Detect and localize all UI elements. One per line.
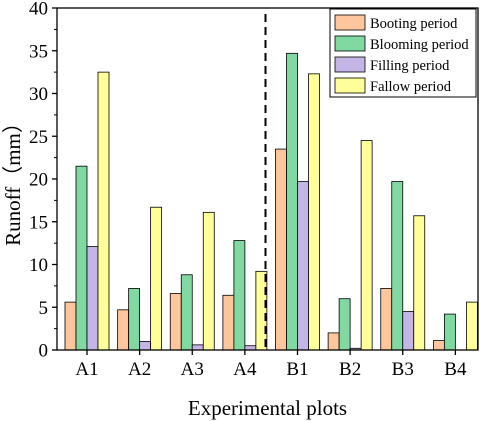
legend-swatch [334,14,366,31]
y-axis: 0 5 10 15 20 25 30 35 40 [29,0,57,362]
bars-layer [64,52,478,351]
legend-label: Filling period [370,58,450,74]
bar-a1-filling-period [86,246,99,351]
bar-a1-fallow-period [97,71,110,351]
bar-b3-fallow-period [413,215,426,351]
y-tick-label: 0 [39,341,49,362]
bar-a3-blooming-period [180,274,193,351]
bar-b3-filling-period [402,311,415,351]
bar-a2-filling-period [139,341,152,351]
x-tick-label: B1 [286,359,308,380]
y-tick-label: 35 [29,41,48,62]
bar-b2-blooming-period [338,298,351,351]
bar-a4-booting-period [222,294,235,351]
bar-a3-filling-period [191,344,204,351]
x-tick-label: B2 [339,359,361,380]
bar-a1-blooming-period [75,165,88,351]
bar-b2-booting-period [327,332,340,351]
x-tick-label: B4 [444,359,467,380]
y-tick-label: 15 [29,212,48,233]
legend-swatch [334,35,366,52]
bar-b1-blooming-period [286,52,298,351]
y-tick-label: 30 [29,84,48,105]
bar-a4-fallow-period [255,270,268,351]
bar-b3-booting-period [380,288,393,351]
bar-b4-booting-period [432,340,445,351]
bar-a2-booting-period [117,309,130,351]
x-axis: A1 A2 A3 A4 B1 B2 B3 B4 [75,350,467,380]
x-tick-label: A4 [233,359,257,380]
x-axis-title: Experimental plots [188,396,347,420]
bar-a2-blooming-period [128,288,141,351]
legend-swatch [334,56,366,73]
x-tick-label: B3 [392,359,414,380]
x-tick-label: A3 [181,359,204,380]
legend-label: Booting period [370,16,458,32]
y-tick-label: 25 [29,127,48,148]
bar-a3-fallow-period [202,211,215,351]
bar-a3-booting-period [169,293,182,351]
y-tick-label: 5 [39,298,49,319]
bar-b1-booting-period [275,148,287,351]
x-tick-label: A1 [75,359,98,380]
y-tick-label: 20 [29,170,48,191]
legend-label: Blooming period [370,37,469,53]
legend-label: Fallow period [370,79,452,95]
bar-b1-filling-period [297,181,309,351]
bar-a1-booting-period [64,301,77,351]
x-tick-label: A2 [128,359,151,380]
bar-a2-fallow-period [150,206,163,351]
bar-b4-fallow-period [465,301,478,351]
bar-b1-fallow-period [308,73,320,351]
y-tick-label: 40 [29,0,48,20]
bar-b4-blooming-period [443,313,456,351]
legend: Booting period Blooming period Filling per… [329,8,477,98]
bar-a4-blooming-period [233,240,246,351]
y-tick-label: 10 [29,255,48,276]
legend-swatch [334,77,366,94]
bar-b2-fallow-period [360,140,373,351]
y-axis-title: Runoff（mm） [1,112,25,246]
bar-b3-blooming-period [391,181,404,351]
